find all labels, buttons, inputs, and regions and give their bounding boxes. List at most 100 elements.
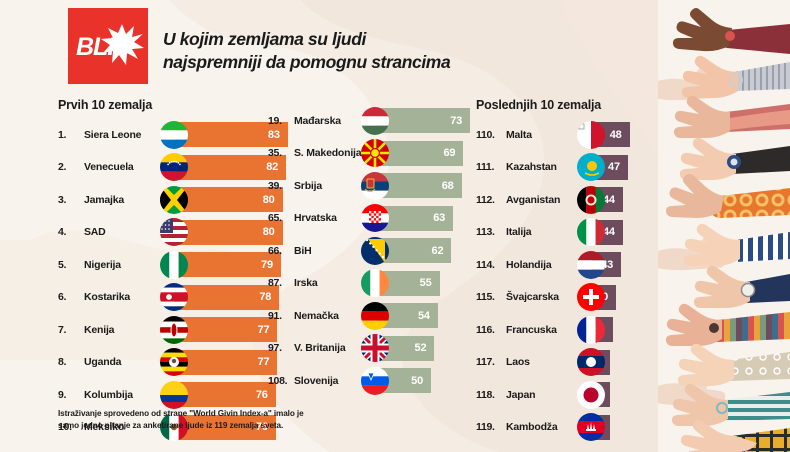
bar-track: 83 bbox=[175, 122, 288, 147]
nigeria-flag-icon bbox=[160, 250, 188, 279]
table-row[interactable]: 55 87. Irska bbox=[268, 269, 478, 297]
table-row[interactable]: 36 117. Laos bbox=[476, 348, 671, 376]
bar-track: 76 bbox=[175, 414, 276, 440]
germany-flag-icon bbox=[361, 301, 389, 330]
country-name: Laos bbox=[506, 356, 530, 368]
rank-number: 10. bbox=[58, 421, 72, 433]
value-bar: 77 bbox=[175, 349, 278, 375]
table-row[interactable]: 83 1. Siera Leone bbox=[58, 120, 288, 149]
value-bar: 82 bbox=[175, 154, 287, 180]
value-bar: 78 bbox=[175, 284, 280, 310]
usa-flag-icon bbox=[160, 218, 188, 246]
column-bottom10: Poslednjih 10 zemalja 48 110. Malta 47 1… bbox=[476, 98, 671, 447]
country-name: Meksiko bbox=[84, 421, 125, 433]
rank-number: 6. bbox=[58, 291, 67, 303]
source-note-line-2: samo jedno pitanje za anketirane ljude i… bbox=[58, 420, 284, 430]
table-row[interactable]: 50 108. Slovenija bbox=[268, 366, 478, 395]
rank-number: 66. bbox=[268, 244, 282, 257]
switzerland-flag-icon bbox=[577, 283, 605, 311]
country-name: Srbija bbox=[294, 179, 322, 192]
table-row[interactable]: 79 5. Nigerija bbox=[58, 250, 281, 279]
table-row[interactable]: 48 110. Malta bbox=[476, 120, 671, 149]
table-row[interactable]: 73 19. Mađarska bbox=[268, 106, 478, 135]
blic-logo-icon: BLIC bbox=[76, 24, 144, 65]
table-row[interactable]: 80 3. Jamajka bbox=[58, 185, 283, 214]
rank-number: 113. bbox=[476, 226, 495, 238]
rank-number: 65. bbox=[268, 212, 282, 224]
table-row[interactable]: 78 6. Kostarika bbox=[58, 283, 280, 311]
table-row[interactable]: 38 116. Francuska bbox=[476, 315, 671, 344]
page-title: U kojim zemljama su ljudi najspremniji d… bbox=[163, 28, 583, 74]
table-row[interactable]: 80 4. SAD bbox=[58, 218, 283, 246]
table-row[interactable]: 54 91. Nemačka bbox=[268, 301, 478, 330]
costa-rica-flag-icon bbox=[160, 283, 188, 311]
country-name: Mađarska bbox=[294, 114, 341, 127]
hungary-flag-icon bbox=[361, 106, 389, 135]
table-row[interactable]: 77 8. Uganda bbox=[58, 348, 278, 376]
netherlands-flag-icon bbox=[577, 250, 605, 279]
kazakhstan-flag-icon bbox=[577, 153, 605, 181]
france-flag-icon bbox=[577, 315, 605, 344]
rank-number: 35. bbox=[268, 147, 282, 159]
slovenia-flag-icon bbox=[361, 366, 389, 395]
table-row[interactable]: 24 118. Japan bbox=[476, 380, 671, 409]
helping-hands-illustration bbox=[658, 0, 790, 452]
rank-number: 91. bbox=[268, 309, 282, 322]
value-bar: 83 bbox=[175, 122, 288, 147]
table-row[interactable]: 52 97. V. Britanija bbox=[268, 334, 478, 362]
rank-number: 119. bbox=[476, 421, 495, 433]
colombia-flag-icon bbox=[160, 380, 188, 409]
united-kingdom-flag-icon bbox=[361, 334, 389, 362]
table-row[interactable]: 23 119. Kambodža bbox=[476, 413, 671, 441]
svg-text:BLIC: BLIC bbox=[76, 33, 132, 61]
rank-number: 3. bbox=[58, 193, 67, 206]
table-row[interactable]: 43 114. Holandija bbox=[476, 250, 671, 279]
bar-track: 68 bbox=[376, 173, 462, 198]
bar-value: 80 bbox=[262, 193, 275, 206]
country-name: Nigerija bbox=[84, 258, 121, 271]
country-name: Kenija bbox=[84, 323, 115, 336]
sierra-leone-flag-icon bbox=[160, 120, 188, 149]
north-macedonia-flag-icon bbox=[361, 139, 389, 167]
jamaica-flag-icon bbox=[160, 185, 188, 214]
mexico-flag-icon bbox=[160, 413, 188, 441]
blic-logo[interactable]: BLIC bbox=[68, 8, 148, 84]
rank-number: 97. bbox=[268, 342, 282, 354]
bar-value: 83 bbox=[267, 128, 280, 141]
rank-number: 112. bbox=[476, 193, 495, 206]
table-row[interactable]: 47 111. Kazahstan bbox=[476, 153, 671, 181]
bar-value: 44 bbox=[602, 193, 615, 206]
rank-number: 87. bbox=[268, 277, 282, 289]
bar-value: 80 bbox=[262, 226, 275, 238]
country-name: Malta bbox=[506, 128, 532, 141]
bar-value: 47 bbox=[608, 161, 620, 173]
bar-track: 69 bbox=[376, 140, 464, 166]
table-row[interactable]: 44 112. Avganistan bbox=[476, 185, 671, 214]
bar-value: 69 bbox=[443, 147, 456, 159]
table-row[interactable]: 44 113. Italija bbox=[476, 218, 671, 246]
value-bar: 68 bbox=[376, 173, 462, 198]
country-name: Holandija bbox=[506, 258, 552, 271]
table-row[interactable]: 77 7. Kenija bbox=[58, 315, 278, 344]
country-name: Slovenija bbox=[294, 374, 339, 387]
table-row[interactable]: 62 66. BiH bbox=[268, 236, 478, 265]
bar-value: 73 bbox=[450, 114, 463, 127]
header: BLIC U kojim zemljama su ljudi najspremn… bbox=[0, 0, 790, 92]
serbia-flag-icon bbox=[361, 171, 389, 200]
table-row[interactable]: 76 10. Meksiko bbox=[58, 413, 276, 441]
table-row[interactable]: 69 35. S. Makedonija bbox=[268, 139, 478, 167]
ireland-flag-icon bbox=[361, 269, 389, 297]
value-bar: 69 bbox=[376, 140, 464, 166]
table-row[interactable]: 76 9. Kolumbija bbox=[58, 380, 276, 409]
bar-track: 78 bbox=[175, 284, 280, 310]
country-name: Francuska bbox=[506, 323, 557, 336]
table-row[interactable]: 40 115. Švajcarska bbox=[476, 283, 671, 311]
column-middle: 73 19. Mađarska 69 35. S. Makedonija bbox=[268, 98, 478, 401]
table-row[interactable]: 82 2. Venecuela bbox=[58, 153, 287, 181]
table-row[interactable]: 63 65. Hrvatska bbox=[268, 204, 478, 232]
cambodia-flag-icon bbox=[577, 413, 605, 441]
table-row[interactable]: 68 39. Srbija bbox=[268, 171, 478, 200]
bar-value: 44 bbox=[602, 226, 615, 238]
bar-value: 76 bbox=[255, 388, 268, 401]
